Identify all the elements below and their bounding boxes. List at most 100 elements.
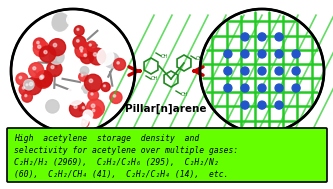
Circle shape [292,84,300,92]
Circle shape [44,50,47,54]
Circle shape [25,94,27,97]
Circle shape [89,44,91,46]
Circle shape [93,53,97,56]
Circle shape [84,54,87,57]
Circle shape [258,33,266,41]
Circle shape [49,50,64,64]
Circle shape [101,82,110,91]
Circle shape [29,82,33,86]
Circle shape [224,84,232,92]
Circle shape [83,110,93,120]
Circle shape [19,76,22,79]
Circle shape [22,92,32,102]
Circle shape [86,99,104,117]
Circle shape [104,53,119,68]
Circle shape [77,29,79,30]
Circle shape [79,48,87,56]
Circle shape [82,84,90,93]
Text: P5-SOF: P5-SOF [239,141,285,151]
Circle shape [241,101,249,109]
Circle shape [224,50,232,58]
Circle shape [73,36,86,49]
Circle shape [241,50,249,58]
Circle shape [82,107,85,109]
Circle shape [89,48,106,65]
Circle shape [16,73,28,85]
Circle shape [104,85,106,87]
Circle shape [292,50,300,58]
Circle shape [241,84,249,92]
Circle shape [258,50,266,58]
Text: OH: OH [161,53,168,59]
Circle shape [224,67,232,75]
Circle shape [77,40,79,42]
Text: Pillar[n]arene: Pillar[n]arene [125,104,207,114]
Circle shape [33,41,49,57]
Circle shape [83,121,85,123]
Circle shape [275,50,283,58]
Circle shape [52,13,69,29]
Circle shape [46,100,59,113]
Circle shape [89,106,102,118]
Circle shape [24,81,33,91]
Circle shape [24,80,34,90]
Circle shape [97,49,114,65]
Circle shape [36,71,52,87]
Circle shape [275,33,283,41]
Circle shape [38,100,48,109]
Text: OH: OH [181,91,188,97]
Text: OH: OH [196,57,203,61]
Circle shape [88,90,99,101]
Circle shape [258,67,266,75]
Text: High  acetylene  storage  density  and: High acetylene storage density and [14,134,199,143]
Circle shape [67,15,77,25]
Circle shape [47,61,62,77]
Circle shape [33,67,36,70]
Circle shape [80,50,94,64]
Circle shape [258,101,266,109]
Circle shape [49,39,66,56]
Circle shape [72,112,88,129]
Circle shape [29,63,44,78]
Circle shape [113,95,116,97]
Text: P6-SOF: P6-SOF [50,141,96,151]
Circle shape [81,50,82,52]
Text: OH: OH [151,77,159,81]
Circle shape [80,101,89,110]
Circle shape [81,119,89,127]
Text: selectivity for acetylene over multiple gases:: selectivity for acetylene over multiple … [14,146,238,155]
Circle shape [80,67,89,75]
Circle shape [80,47,83,50]
Circle shape [25,78,42,95]
Circle shape [74,105,77,108]
Circle shape [275,101,283,109]
Circle shape [24,45,37,58]
Circle shape [33,38,46,50]
Circle shape [74,26,84,36]
Circle shape [275,84,283,92]
Circle shape [52,16,68,31]
FancyBboxPatch shape [7,128,327,182]
Circle shape [68,53,86,71]
Circle shape [19,84,31,95]
Circle shape [26,84,28,86]
Circle shape [91,104,95,108]
Circle shape [200,9,324,133]
Circle shape [64,112,81,129]
Text: (60),  C₂H₂/CH₄ (41),  C₂H₂/C₂H₄ (14),  etc.: (60), C₂H₂/CH₄ (41), C₂H₂/C₂H₄ (14), etc… [14,170,228,179]
Circle shape [38,45,41,48]
Circle shape [241,67,249,75]
Circle shape [75,42,92,59]
Circle shape [66,87,84,105]
Circle shape [18,51,29,62]
Circle shape [275,67,283,75]
Circle shape [81,75,83,77]
Circle shape [292,67,300,75]
Circle shape [110,91,122,103]
Circle shape [117,62,119,64]
Circle shape [37,41,39,44]
Circle shape [40,76,43,79]
Text: C₂H₂/H₂ (2969),  C₂H₂/C₂H₆ (295),  C₂H₂/N₂: C₂H₂/H₂ (2969), C₂H₂/C₂H₆ (295), C₂H₂/N₂ [14,158,219,167]
Circle shape [70,101,86,117]
Circle shape [93,109,95,112]
